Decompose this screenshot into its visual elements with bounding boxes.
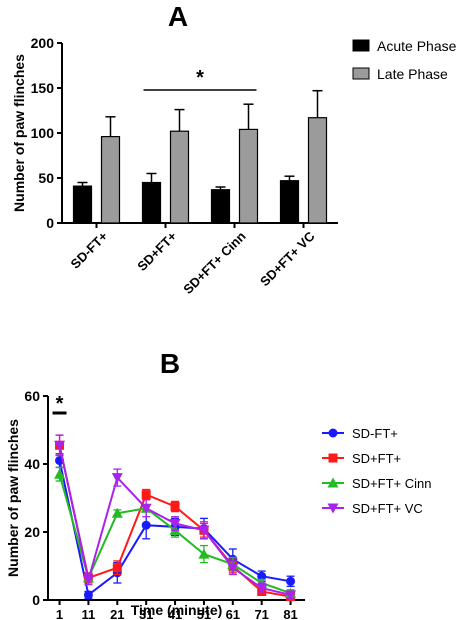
- y-axis-label: Number of paw flinches: [11, 54, 27, 212]
- legend-label: SD-FT+: [352, 426, 398, 441]
- data-point-sd-ft-: [141, 490, 151, 500]
- data-point-sd-ft-vc: [82, 575, 94, 586]
- data-point-sd-ft-vc: [285, 590, 297, 601]
- y-axis-label: Number of paw flinches: [5, 419, 21, 577]
- x-tick-label: 71: [254, 607, 268, 620]
- bar-late-phase: [238, 128, 259, 224]
- x-tick-label: 11: [82, 607, 96, 620]
- x-tick-label: 41: [168, 607, 182, 620]
- data-point-sd-ft-: [170, 502, 180, 511]
- legend-marker: [327, 477, 339, 488]
- significance-label: *: [196, 67, 204, 89]
- x-tick-label: SD+FT+ VC: [257, 228, 318, 289]
- bar-late-phase: [307, 117, 328, 224]
- legend-label: SD+FT+: [352, 451, 401, 466]
- x-tick-label: SD+FT+: [134, 228, 180, 274]
- bar-acute-phase: [72, 185, 93, 224]
- legend-marker: [328, 428, 338, 438]
- y-tick-label: 20: [24, 524, 40, 540]
- data-point-sd-ft-: [141, 520, 151, 530]
- y-tick-label: 60: [24, 388, 40, 404]
- x-tick-label: 61: [226, 607, 240, 620]
- x-tick-label: 1: [56, 607, 63, 620]
- data-point-sd-ft-vc: [227, 563, 239, 574]
- data-point-sd-ft-vc: [111, 473, 123, 484]
- data-point-sd-ft-vc: [256, 583, 268, 594]
- data-point-sd-ft-vc: [198, 525, 210, 536]
- legend-label: Acute Phase: [377, 38, 457, 54]
- bar-acute-phase: [141, 181, 162, 224]
- x-tick-label: 81: [283, 607, 297, 620]
- y-tick-label: 100: [31, 125, 55, 141]
- y-tick-label: 200: [31, 35, 55, 51]
- data-point-sd-ft-cinn: [198, 548, 210, 559]
- x-tick-label: 51: [197, 607, 211, 620]
- data-point-sd-ft-vc: [169, 519, 181, 529]
- data-point-sd-ft-: [112, 563, 122, 573]
- y-tick-label: 0: [46, 215, 54, 231]
- panel-b-label: B: [160, 348, 180, 379]
- x-tick-label: 31: [139, 607, 153, 620]
- data-point-sd-ft-vc: [140, 503, 152, 514]
- data-point-sd-ft-cinn: [111, 507, 123, 518]
- x-tick-label: SD-FT+: [68, 228, 111, 271]
- bar-late-phase: [169, 130, 190, 224]
- y-tick-label: 40: [24, 456, 40, 472]
- data-point-sd-ft-cinn: [54, 468, 66, 479]
- data-point-sd-ft-vc: [54, 440, 66, 451]
- legend-swatch: [352, 39, 370, 52]
- significance-label: *: [56, 393, 64, 415]
- y-tick-label: 150: [31, 80, 55, 96]
- legend-label: Late Phase: [377, 66, 448, 82]
- data-point-sd-ft-: [83, 590, 93, 600]
- legend-label: SD+FT+ Cinn: [352, 476, 431, 491]
- x-axis-label: Time (minute): [131, 602, 223, 618]
- bar-late-phase: [100, 136, 121, 224]
- panel-a-label: A: [168, 1, 188, 32]
- legend-label: SD+FT+ VC: [352, 501, 423, 516]
- x-tick-label: SD+FT+ Cinn: [180, 228, 248, 296]
- y-tick-label: 0: [32, 592, 40, 608]
- legend-marker: [328, 453, 338, 463]
- legend-marker: [327, 503, 339, 514]
- data-point-sd-ft-: [286, 576, 296, 586]
- data-point-sd-ft-: [257, 571, 267, 581]
- y-tick-label: 50: [38, 170, 54, 186]
- bar-acute-phase: [210, 189, 231, 224]
- bar-acute-phase: [279, 180, 300, 224]
- legend-swatch: [352, 67, 370, 80]
- x-tick-label: 21: [110, 607, 124, 620]
